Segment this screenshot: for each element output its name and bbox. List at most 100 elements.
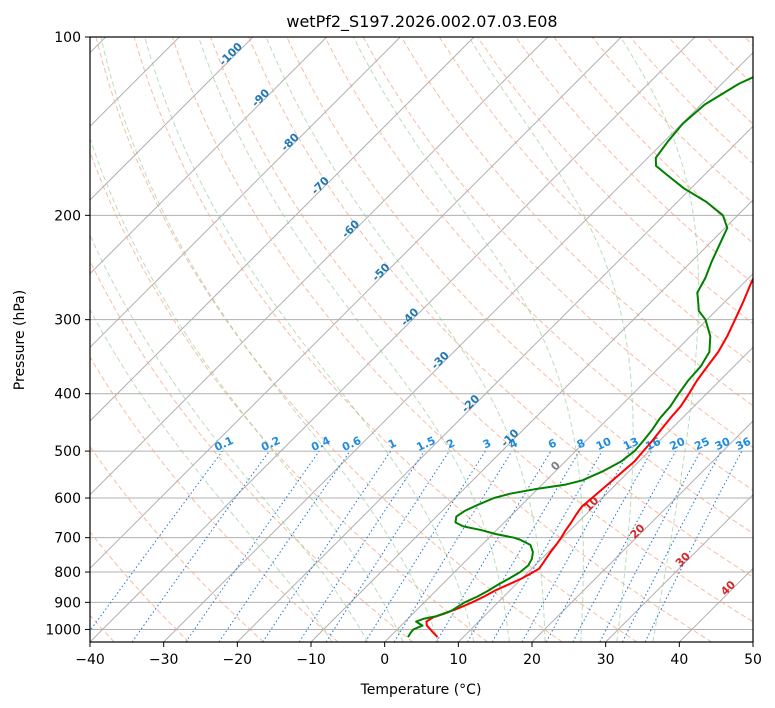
mixing-ratio-line — [185, 450, 320, 642]
isotherm-label: 30 — [673, 549, 693, 569]
isotherm-label: -60 — [339, 217, 362, 240]
y-tick-label: 400 — [54, 387, 81, 403]
isotherm-label: -40 — [398, 305, 421, 328]
mixing-ratio-label: 16 — [643, 435, 663, 453]
isotherm-gridline — [90, 37, 696, 642]
x-tick-label: −40 — [75, 652, 105, 668]
x-tick-label: 20 — [523, 652, 541, 668]
isotherm-gridline — [90, 37, 475, 422]
isotherm-gridline — [90, 37, 401, 349]
isotherm-label: -70 — [309, 174, 332, 197]
mixing-ratio-line — [131, 450, 270, 642]
dry-adiabat — [515, 37, 753, 284]
x-tick-label: 0 — [380, 652, 389, 668]
x-tick-label: 40 — [670, 652, 688, 668]
dry-adiabat — [744, 37, 753, 47]
isotherm-gridline — [236, 125, 753, 642]
y-tick-label: 300 — [54, 313, 81, 329]
mixing-ratio-line — [435, 450, 552, 642]
x-tick-label: −10 — [296, 652, 326, 668]
y-tick-label: 700 — [54, 531, 81, 547]
isotherm-gridline — [531, 420, 753, 642]
isotherm-label: -90 — [249, 86, 272, 109]
isotherm-gridline — [605, 493, 753, 642]
temperature-profile — [425, 276, 753, 638]
dry-adiabat — [90, 356, 339, 642]
y-tick-label: 100 — [54, 30, 81, 46]
isotherm-gridline — [90, 37, 328, 275]
moist-adiabat — [90, 233, 369, 642]
isotherm-gridline — [752, 641, 753, 642]
mixing-ratio-line — [298, 450, 425, 642]
moist-adiabat — [353, 37, 584, 642]
y-tick-label: 800 — [54, 565, 81, 581]
dewpoint-profile — [407, 76, 753, 638]
isotherm-gridline — [90, 37, 254, 201]
dry-adiabat — [248, 37, 753, 578]
isotherm-gridline — [90, 37, 549, 496]
dry-adiabat — [362, 37, 753, 449]
isotherm-label: -30 — [429, 349, 452, 372]
dry-adiabat — [90, 259, 414, 642]
mixing-ratio-label: 36 — [734, 435, 754, 453]
mixing-ratio-line — [521, 450, 630, 642]
isotherm-label: 20 — [628, 521, 648, 541]
moist-adiabat — [620, 37, 700, 642]
y-tick-label: 200 — [54, 208, 81, 224]
moist-adiabat — [90, 308, 333, 642]
dry-adiabat — [210, 37, 753, 623]
x-tick-label: 30 — [597, 652, 615, 668]
mixing-ratio-line — [90, 450, 223, 632]
isotherm-gridline — [163, 51, 753, 642]
dry-adiabat — [438, 37, 753, 366]
mixing-ratio-line — [325, 450, 450, 642]
plot-area: 0.1 0.2 0.4 0.6 1 1.5 2 3 4 6 8 10 13 16 20 25 30 36-100-… — [90, 37, 754, 642]
moist-adiabat — [265, 37, 546, 642]
isotherm-label: -50 — [369, 260, 392, 283]
dry-adiabat — [706, 37, 753, 86]
mixing-ratio-label: 30 — [713, 435, 733, 453]
moist-adiabat — [198, 37, 510, 642]
dry-adiabat — [400, 37, 753, 407]
dry-adiabat — [133, 37, 638, 642]
moist-adiabat — [144, 37, 475, 642]
dry-adiabat — [95, 37, 563, 642]
chart-title: wetPf2_S197.2026.002.07.03.E08 — [286, 12, 557, 32]
plot-frame — [89, 36, 754, 643]
isotherm-gridline — [457, 346, 753, 642]
mixing-ratio-label: 2 — [445, 436, 457, 451]
x-tick-label: 50 — [744, 652, 762, 668]
mixing-ratio-label: 3 — [481, 436, 493, 451]
mixing-ratio-line — [218, 450, 351, 642]
mixing-ratio-label: 20 — [668, 435, 688, 453]
y-tick-label: 900 — [54, 595, 81, 611]
dry-adiabat — [90, 445, 264, 642]
mixing-ratio-label: 13 — [621, 435, 640, 453]
dry-adiabat — [90, 531, 190, 642]
x-axis-label: Temperature (°C) — [360, 682, 482, 698]
isotherm-gridline — [384, 272, 753, 642]
isotherm-label: -80 — [279, 130, 302, 153]
mixing-ratio-line — [262, 450, 392, 642]
isotherm-gridline — [90, 37, 622, 570]
x-tick-label: 10 — [449, 652, 467, 668]
mixing-ratio-line — [545, 450, 653, 642]
isotherm-label: 40 — [718, 578, 738, 598]
mixing-ratio-line — [599, 450, 701, 642]
y-axis-label: Pressure (hPa) — [12, 290, 28, 390]
isotherm-gridline — [678, 567, 753, 642]
moist-adiabat — [100, 37, 439, 642]
y-tick-label: 500 — [54, 444, 81, 460]
isotherm-label: -20 — [459, 392, 482, 415]
axes: −40 −30 −20 −10 0 10 20 30 40 50 100 200 300 400 500 60… — [45, 30, 762, 668]
mixing-ratio-label: 1 — [386, 436, 398, 451]
dry-adiabat — [90, 150, 488, 642]
dry-adiabat — [171, 37, 712, 642]
dry-adiabat — [553, 37, 753, 244]
mixing-ratio-line — [393, 450, 513, 642]
mixing-ratio-line — [572, 450, 677, 642]
mixing-ratio-label: 25 — [692, 435, 711, 453]
isotherm-label: -100 — [216, 40, 245, 69]
x-tick-label: −30 — [149, 652, 179, 668]
